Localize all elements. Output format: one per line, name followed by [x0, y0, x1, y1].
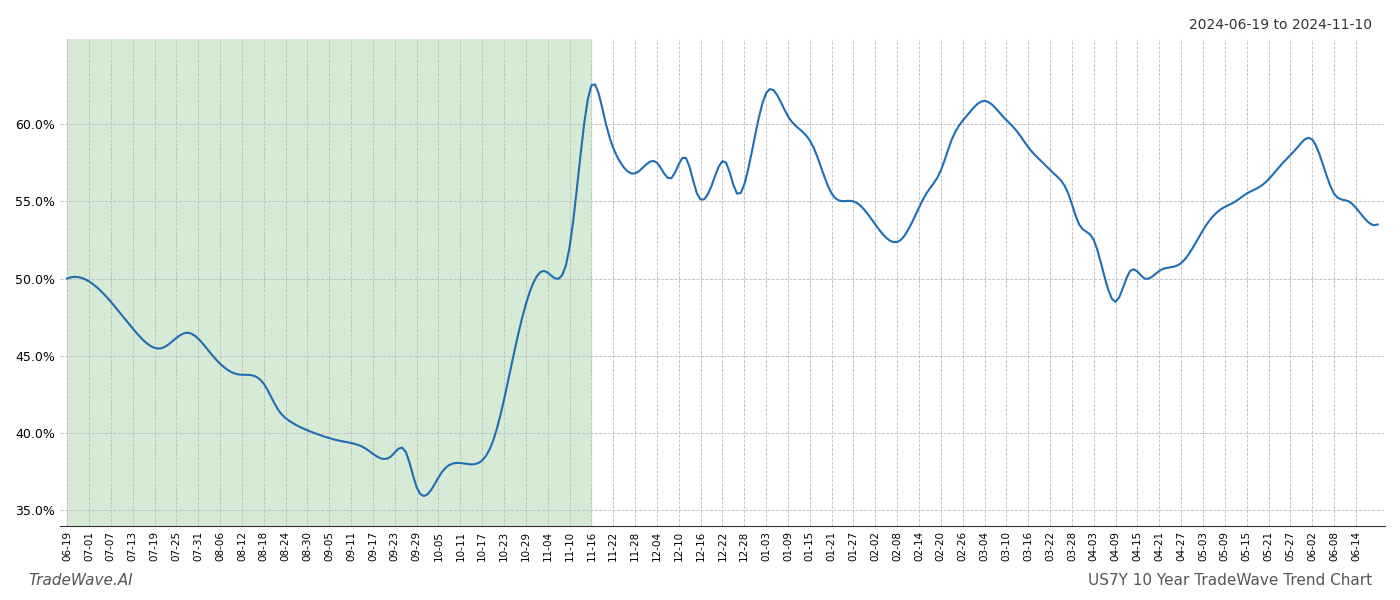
Text: US7Y 10 Year TradeWave Trend Chart: US7Y 10 Year TradeWave Trend Chart: [1088, 573, 1372, 588]
Text: 2024-06-19 to 2024-11-10: 2024-06-19 to 2024-11-10: [1189, 18, 1372, 32]
Bar: [67, 39, 591, 526]
Text: TradeWave.AI: TradeWave.AI: [28, 573, 133, 588]
